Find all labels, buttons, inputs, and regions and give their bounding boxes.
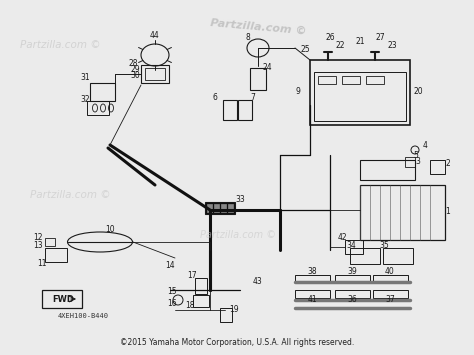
Text: 23: 23 — [387, 40, 397, 49]
Text: 38: 38 — [307, 267, 317, 275]
Text: 10: 10 — [105, 225, 115, 235]
Bar — [345, 240, 363, 254]
Text: 5: 5 — [413, 151, 419, 159]
Bar — [373, 275, 408, 283]
Text: 39: 39 — [347, 267, 357, 275]
Text: 42: 42 — [337, 233, 347, 241]
Text: 7: 7 — [251, 93, 255, 103]
Text: Partzilla.com ©: Partzilla.com © — [20, 40, 100, 50]
Text: 32: 32 — [80, 94, 90, 104]
Bar — [383, 248, 413, 264]
Bar — [318, 76, 336, 84]
Bar — [405, 157, 415, 167]
Text: Partzilla.com ©: Partzilla.com © — [210, 18, 307, 36]
Text: 37: 37 — [385, 295, 395, 305]
Text: 3: 3 — [416, 158, 420, 166]
Text: 36: 36 — [347, 295, 357, 305]
Bar — [350, 248, 380, 264]
Bar — [221, 204, 226, 212]
Text: 35: 35 — [379, 240, 389, 250]
Bar — [214, 204, 219, 212]
Text: 14: 14 — [165, 262, 175, 271]
Bar — [205, 202, 235, 214]
Text: 43: 43 — [253, 278, 263, 286]
Bar — [45, 248, 67, 262]
Bar — [360, 160, 415, 180]
Text: 27: 27 — [375, 33, 385, 43]
Text: 31: 31 — [80, 72, 90, 82]
Bar — [45, 238, 55, 246]
Text: ©2015 Yamaha Motor Corporation, U.S.A. All rights reserved.: ©2015 Yamaha Motor Corporation, U.S.A. A… — [120, 338, 354, 347]
Text: 12: 12 — [33, 233, 43, 241]
Text: 25: 25 — [300, 45, 310, 55]
Text: 20: 20 — [413, 87, 423, 97]
Bar — [373, 290, 408, 298]
Text: 24: 24 — [262, 64, 272, 72]
Text: 9: 9 — [296, 87, 301, 97]
Bar — [141, 65, 169, 83]
Bar — [366, 76, 384, 84]
Text: 44: 44 — [150, 31, 160, 39]
Text: 29: 29 — [130, 65, 140, 73]
Text: 2: 2 — [446, 159, 450, 169]
Text: 33: 33 — [235, 196, 245, 204]
Text: 17: 17 — [187, 271, 197, 279]
Bar — [42, 290, 82, 308]
Text: Partzilla.com ©: Partzilla.com © — [200, 230, 276, 240]
Text: 19: 19 — [229, 306, 239, 315]
Bar — [335, 275, 370, 283]
Text: 18: 18 — [185, 301, 195, 311]
Bar — [295, 275, 330, 283]
Bar — [195, 278, 207, 294]
Bar — [228, 204, 233, 212]
Text: 11: 11 — [37, 260, 47, 268]
Bar — [238, 100, 252, 120]
Text: 34: 34 — [346, 240, 356, 250]
Text: 1: 1 — [446, 208, 450, 217]
Bar — [360, 185, 445, 240]
Text: 6: 6 — [212, 93, 218, 103]
Text: 40: 40 — [385, 267, 395, 275]
Bar — [430, 160, 445, 174]
Bar — [342, 76, 360, 84]
Text: 13: 13 — [33, 240, 43, 250]
Bar — [314, 72, 406, 121]
Bar — [193, 295, 209, 307]
Text: 41: 41 — [307, 295, 317, 305]
Bar — [310, 60, 410, 125]
Text: 16: 16 — [167, 299, 177, 307]
Text: 26: 26 — [325, 33, 335, 43]
Text: 30: 30 — [130, 71, 140, 80]
Text: 8: 8 — [246, 33, 250, 43]
Text: 22: 22 — [335, 40, 345, 49]
Text: 15: 15 — [167, 288, 177, 296]
Bar — [335, 290, 370, 298]
Bar — [220, 308, 232, 322]
Text: 21: 21 — [355, 38, 365, 47]
Bar — [145, 68, 165, 80]
Text: 4: 4 — [422, 141, 428, 149]
Text: Partzilla.com ©: Partzilla.com © — [30, 190, 110, 200]
Bar — [90, 83, 115, 101]
Text: 28: 28 — [128, 59, 138, 67]
Bar — [207, 204, 212, 212]
Text: 4XEH100-B440: 4XEH100-B440 — [58, 313, 109, 319]
Bar — [250, 68, 266, 90]
Bar — [223, 100, 237, 120]
Bar — [295, 290, 330, 298]
Text: FWD: FWD — [52, 295, 74, 304]
Bar — [87, 101, 109, 115]
